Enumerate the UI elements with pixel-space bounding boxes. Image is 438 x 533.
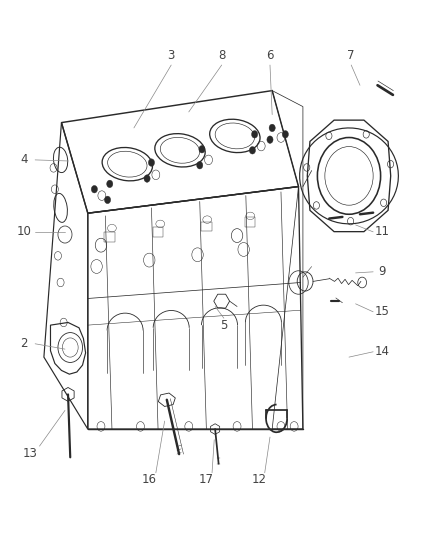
Circle shape [282, 131, 288, 138]
Circle shape [104, 196, 110, 204]
Circle shape [268, 124, 275, 132]
Text: 10: 10 [17, 225, 32, 238]
Circle shape [198, 146, 205, 153]
Circle shape [106, 180, 113, 188]
Text: 5: 5 [220, 319, 227, 332]
Text: 16: 16 [141, 473, 156, 486]
Circle shape [266, 136, 272, 143]
Text: 12: 12 [251, 473, 266, 486]
Circle shape [148, 159, 154, 166]
Circle shape [144, 175, 150, 182]
Text: 13: 13 [22, 447, 37, 459]
Text: 9: 9 [377, 265, 385, 278]
Text: 3: 3 [167, 50, 174, 62]
Text: 4: 4 [20, 154, 28, 166]
Text: 17: 17 [198, 473, 213, 486]
Text: 2: 2 [20, 337, 28, 350]
Circle shape [196, 161, 202, 169]
Circle shape [91, 185, 97, 193]
Circle shape [251, 131, 257, 138]
Text: 11: 11 [374, 225, 389, 238]
Text: 8: 8 [218, 50, 225, 62]
Circle shape [249, 147, 255, 154]
Text: 15: 15 [374, 305, 389, 318]
Text: 7: 7 [346, 50, 354, 62]
Text: 14: 14 [374, 345, 389, 358]
Text: 6: 6 [265, 50, 273, 62]
